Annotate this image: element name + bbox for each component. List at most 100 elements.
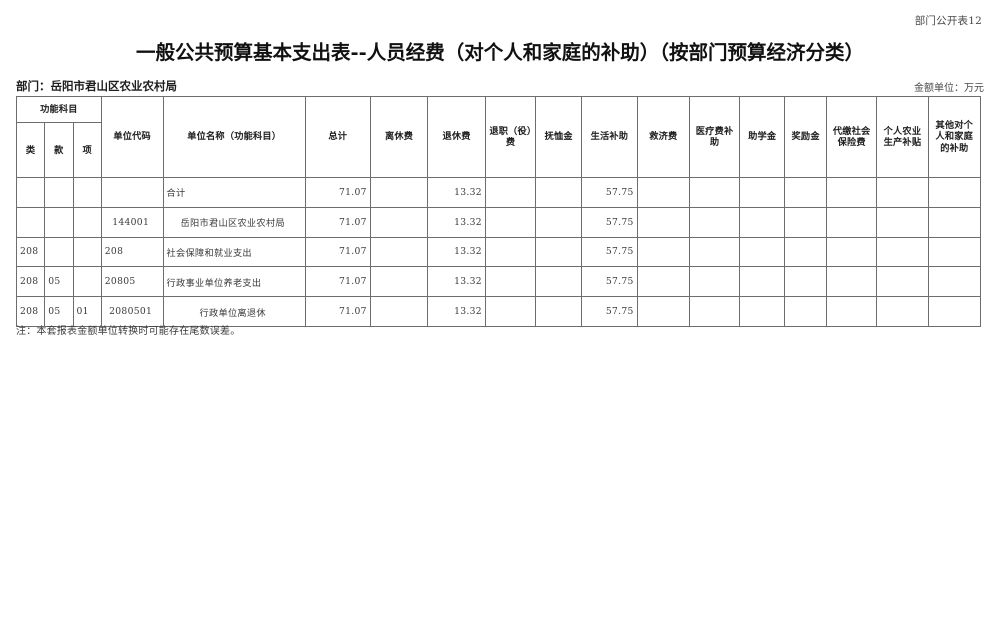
- cell-unit-name: 社会保障和就业支出: [162, 236, 306, 268]
- cell-medical-subsidy: [688, 296, 741, 327]
- th-total: 总计: [304, 96, 371, 178]
- cell-medical-subsidy: [688, 236, 741, 268]
- th-unit-code: 单位代码: [100, 96, 164, 178]
- cell-unit-name: 岳阳市君山区农业农村局: [162, 206, 306, 238]
- cell-study-grant: [739, 236, 786, 268]
- cell-total: 71.07: [304, 296, 371, 327]
- cell-unit-name: 行政单位离退休: [162, 296, 306, 327]
- cell-item: [72, 177, 102, 208]
- cell-relief: [636, 236, 690, 268]
- footnote: 注：本套报表金额单位转换时可能存在尾数误差。: [16, 326, 241, 337]
- cell-item: [72, 236, 102, 268]
- cell-other-subsidy: [927, 266, 982, 298]
- cell-total: 71.07: [304, 177, 371, 208]
- cell-section: [44, 206, 74, 238]
- cell-farm-subsidy: [876, 296, 929, 327]
- page-title: 一般公共预算基本支出表--人员经费（对个人和家庭的补助）（按部门预算经济分类）: [136, 41, 864, 64]
- th-retire-old: 离休费: [369, 96, 429, 178]
- th-category: 类: [15, 122, 46, 178]
- report-meta-row: 部门：岳阳市君山区农业农村局 金额单位：万元: [16, 78, 984, 94]
- cell-farm-subsidy: [876, 236, 929, 268]
- cell-pension: [535, 296, 583, 327]
- cell-resign: [484, 266, 537, 298]
- table-row: 208 208 社会保障和就业支出 71.07 13.32 57.75: [15, 236, 982, 268]
- budget-table: 功能科目 单位代码 单位名称（功能科目） 总计 离休费 退休费 退职（役）费 抚…: [15, 95, 982, 327]
- cell-unit-name: 合计: [162, 177, 306, 208]
- table-row: 合计 71.07 13.32 57.75: [15, 177, 982, 208]
- cell-social-insurance: [826, 236, 878, 268]
- cell-relief: [636, 206, 690, 238]
- cell-unit-code: 2080501: [100, 296, 164, 327]
- cell-relief: [636, 266, 690, 298]
- cell-category: [15, 206, 46, 238]
- cell-living-allowance: 57.75: [581, 206, 638, 238]
- cell-other-subsidy: [927, 206, 982, 238]
- cell-retire: 13.32: [427, 296, 486, 327]
- cell-item: 01: [72, 296, 102, 327]
- cell-study-grant: [739, 266, 786, 298]
- cell-item: [72, 266, 102, 298]
- cell-farm-subsidy: [876, 266, 929, 298]
- cell-unit-code: [100, 177, 164, 208]
- cell-relief: [636, 177, 690, 208]
- th-living-allowance: 生活补助: [581, 96, 638, 178]
- cell-category: 208: [15, 266, 46, 298]
- cell-resign: [484, 177, 537, 208]
- cell-section: [44, 177, 74, 208]
- th-award: 奖励金: [784, 96, 828, 178]
- th-item: 项: [72, 122, 102, 178]
- cell-pension: [535, 206, 583, 238]
- cell-retire-old: [369, 266, 429, 298]
- cell-total: 71.07: [304, 206, 371, 238]
- cell-study-grant: [739, 296, 786, 327]
- cell-section: [44, 236, 74, 268]
- th-social-insurance: 代缴社会保险费: [826, 96, 878, 178]
- cell-study-grant: [739, 206, 786, 238]
- cell-pension: [535, 236, 583, 268]
- header-row-sub: 类 款 项: [15, 122, 981, 178]
- cell-living-allowance: 57.75: [581, 177, 638, 208]
- cell-retire-old: [369, 296, 429, 327]
- cell-farm-subsidy: [876, 177, 929, 208]
- cell-resign: [484, 236, 537, 268]
- cell-award: [784, 266, 828, 298]
- cell-retire-old: [369, 206, 429, 238]
- table-row: 144001 岳阳市君山区农业农村局 71.07 13.32 57.75: [15, 206, 982, 238]
- cell-retire-old: [369, 177, 429, 208]
- cell-living-allowance: 57.75: [581, 236, 638, 268]
- cell-retire: 13.32: [427, 236, 486, 268]
- cell-social-insurance: [826, 177, 878, 208]
- cell-award: [784, 206, 828, 238]
- cell-pension: [535, 266, 583, 298]
- table-body: 合计 71.07 13.32 57.75 144001 岳阳市君山区农业农村局 71.07 1…: [15, 177, 982, 327]
- th-section: 款: [44, 122, 74, 178]
- cell-retire: 13.32: [427, 266, 486, 298]
- amount-unit-label: 金额单位：万元: [914, 83, 984, 94]
- cell-item: [72, 206, 102, 238]
- cell-award: [784, 177, 828, 208]
- cell-other-subsidy: [927, 296, 982, 327]
- header-row-group: 功能科目 单位代码 单位名称（功能科目） 总计 离休费 退休费 退职（役）费 抚…: [16, 95, 982, 178]
- cell-retire-old: [369, 236, 429, 268]
- table-row: 208 05 01 2080501 行政单位离退休 71.07 13.32 57.75: [15, 296, 982, 327]
- cell-retire: 13.32: [427, 177, 486, 208]
- cell-relief: [636, 296, 690, 327]
- th-farm-subsidy: 个人农业生产补贴: [876, 96, 929, 178]
- cell-unit-code: 208: [100, 236, 164, 268]
- form-code-label: 部门公开表12: [914, 15, 982, 27]
- cell-unit-name: 行政事业单位养老支出: [162, 266, 306, 298]
- cell-study-grant: [739, 177, 786, 208]
- th-retire: 退休费: [427, 96, 486, 178]
- cell-other-subsidy: [927, 177, 982, 208]
- cell-resign: [484, 206, 537, 238]
- cell-unit-code: 20805: [100, 266, 164, 298]
- cell-medical-subsidy: [688, 266, 741, 298]
- th-unit-name: 单位名称（功能科目）: [162, 96, 306, 178]
- cell-total: 71.07: [304, 236, 371, 268]
- cell-section: 05: [44, 266, 74, 298]
- department-label: 部门：岳阳市君山区农业农村局: [16, 79, 177, 93]
- th-other-subsidy: 其他对个人和家庭的补助: [927, 96, 982, 178]
- cell-social-insurance: [826, 266, 878, 298]
- th-study-grant: 助学金: [739, 96, 786, 178]
